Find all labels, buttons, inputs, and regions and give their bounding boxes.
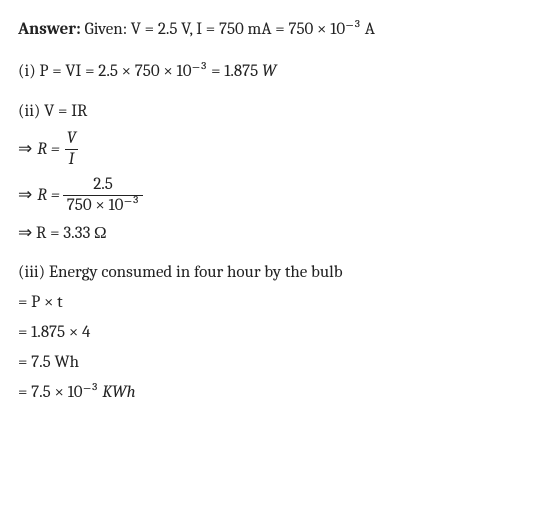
- part-2-step-1-lhs: R =: [37, 138, 60, 162]
- part-2-step-2: ⇒ R = 2.5 750 × 10⁻³: [18, 175, 520, 215]
- part-2-step-3: ⇒ R = 3.33 Ω: [18, 222, 520, 246]
- part-2-step-1: ⇒ R = V I: [18, 129, 520, 169]
- fraction: 2.5 750 × 10⁻³: [63, 175, 144, 215]
- given-text: Given: V = 2.5 V, I = 750 mA = 750 × 10⁻…: [85, 20, 375, 39]
- numerator: 2.5: [89, 175, 117, 195]
- answer-given: Answer: Given: V = 2.5 V, I = 750 mA = 7…: [18, 18, 520, 42]
- answer-label: Answer:: [18, 20, 81, 39]
- part-3-line-2: = 1.875 × 4: [18, 321, 520, 345]
- implies-icon: ⇒: [18, 184, 32, 208]
- numerator: V: [63, 129, 80, 149]
- denominator: 750 × 10⁻³: [63, 195, 144, 216]
- part-3-line-3: = 7.5 Wh: [18, 351, 520, 375]
- part-3-line-4: = 7.5 × 10⁻³ KWh: [18, 381, 520, 405]
- part-3-line-4-value: = 7.5 × 10⁻³: [18, 381, 98, 405]
- part-2-step-2-lhs: R =: [37, 184, 60, 208]
- part-3-line-4-unit: KWh: [102, 381, 135, 405]
- part-3-line-1: = P × t: [18, 291, 520, 315]
- part-2-heading: (ii) V = IR: [18, 100, 520, 124]
- fraction: V I: [63, 129, 80, 169]
- part-1-equation: (i) P = VI = 2.5 × 750 × 10⁻³ = 1.875: [18, 60, 258, 84]
- part-1-unit: W: [262, 60, 276, 84]
- implies-icon: ⇒: [18, 138, 32, 162]
- denominator: I: [65, 149, 79, 170]
- part-1: (i) P = VI = 2.5 × 750 × 10⁻³ = 1.875 W: [18, 60, 520, 84]
- part-3-heading: (iii) Energy consumed in four hour by th…: [18, 261, 520, 285]
